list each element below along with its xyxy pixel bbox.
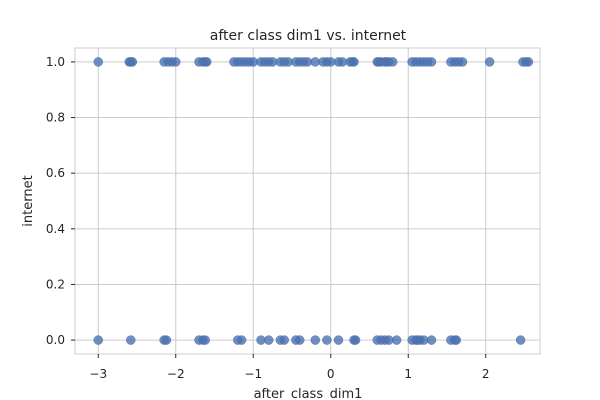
data-point (236, 335, 247, 345)
y-tick-label: 0.4 (46, 222, 65, 236)
data-point (451, 335, 462, 345)
x-tick-label: 1 (404, 367, 412, 381)
data-point (161, 335, 172, 345)
data-point (310, 335, 320, 345)
chart-title: after class dim1 vs. internet (210, 28, 407, 44)
data-point (388, 57, 398, 67)
y-axis-label: internet (21, 175, 36, 226)
data-point (484, 57, 495, 67)
y-tick-label: 1.0 (46, 55, 65, 69)
y-tick-label: 0.0 (46, 333, 65, 347)
y-tick-label: 0.8 (46, 111, 65, 125)
data-point (322, 335, 332, 345)
data-point (171, 57, 181, 67)
plot-area-frame (74, 47, 541, 355)
data-point (350, 335, 361, 345)
axis-ticks: −3 −2 −1 0 1 2 0.0 0.2 0.4 0.6 0.8 1.0 (46, 55, 490, 381)
data-point (93, 335, 103, 345)
data-point (391, 335, 402, 345)
data-point (93, 57, 103, 67)
data-point (126, 335, 136, 345)
x-tick-label: 2 (482, 367, 490, 381)
x-tick-label: 0 (327, 367, 335, 381)
data-point (523, 57, 534, 67)
data-point (349, 57, 359, 67)
data-point (202, 57, 212, 67)
data-points (93, 57, 534, 345)
data-point (264, 335, 274, 345)
data-point (426, 335, 437, 345)
data-point (200, 335, 210, 345)
data-point (515, 335, 526, 345)
data-point (295, 335, 305, 345)
grid (75, 48, 540, 354)
data-point (279, 335, 289, 345)
x-tick-label: −1 (244, 367, 262, 381)
x-tick-label: −2 (167, 367, 185, 381)
data-point (426, 57, 437, 67)
y-tick-label: 0.2 (46, 277, 65, 291)
data-point (127, 57, 138, 67)
y-tick-label: 0.6 (46, 166, 65, 180)
x-axis-label: after_class_dim1 (254, 387, 363, 400)
x-tick-label: −3 (89, 367, 107, 381)
data-point (333, 335, 344, 345)
data-point (457, 57, 468, 67)
